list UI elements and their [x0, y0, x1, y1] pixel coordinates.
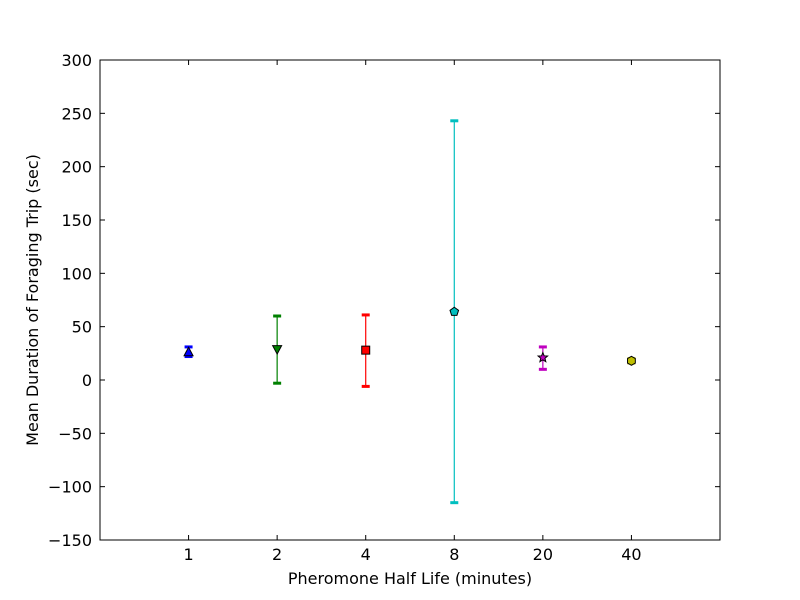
data-point	[183, 346, 194, 357]
plot-background	[100, 60, 720, 540]
y-tick-label: −150	[48, 531, 92, 550]
x-tick-label: 1	[183, 545, 193, 564]
data-point	[449, 306, 460, 316]
data-point	[361, 345, 371, 355]
x-tick-label: 2	[272, 545, 282, 564]
x-tick-label: 40	[621, 545, 641, 564]
y-tick-label: 50	[72, 318, 92, 337]
y-tick-label: −50	[58, 424, 92, 443]
x-tick-label: 4	[361, 545, 371, 564]
y-tick-label: 250	[61, 104, 92, 123]
y-tick-label: −100	[48, 478, 92, 497]
y-axis-label: Mean Duration of Foraging Trip (sec)	[23, 154, 42, 446]
y-tick-label: 200	[61, 158, 92, 177]
markers-layer	[183, 306, 636, 366]
y-tick-label: 300	[61, 51, 92, 70]
data-point	[627, 355, 636, 366]
data-point	[536, 351, 549, 363]
y-tick-label: 100	[61, 264, 92, 283]
plot-frame	[99, 59, 721, 541]
x-axis-label: Pheromone Half Life (minutes)	[288, 569, 532, 588]
data-point	[271, 345, 283, 356]
x-tick-label: 20	[533, 545, 553, 564]
ticks-layer: −150 −100 −50 0 50 100 150 200 250 300 1 2 4 8 20 40	[48, 51, 720, 564]
y-tick-label: 0	[82, 371, 92, 390]
x-tick-label: 8	[449, 545, 459, 564]
y-tick-label: 150	[61, 211, 92, 230]
